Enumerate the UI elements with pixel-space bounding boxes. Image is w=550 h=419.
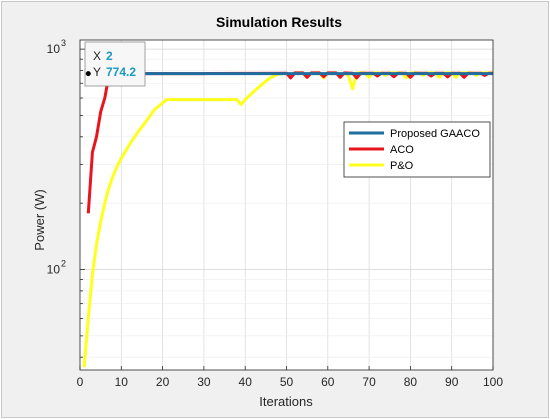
y-tick-label: 10 (47, 263, 61, 277)
legend-label-aco: ACO (390, 144, 414, 156)
x-tick-label: 40 (239, 375, 253, 389)
x-tick-label: 60 (321, 375, 335, 389)
legend[interactable]: Proposed GAACO ACO P&O (343, 121, 491, 178)
x-tick-label: 50 (280, 375, 294, 389)
x-tick-label: 10 (115, 375, 129, 389)
x-tick-label: 90 (445, 375, 459, 389)
x-tick-label: 70 (362, 375, 376, 389)
x-tick-label: 20 (156, 375, 170, 389)
chart-title: Simulation Results (216, 14, 342, 30)
y-tick-label: 10 (47, 42, 61, 56)
y-axis-label: Power (W) (32, 189, 47, 250)
x-tick-label: 30 (197, 375, 211, 389)
x-tick-label: 80 (404, 375, 418, 389)
x-tick-label: 0 (77, 375, 84, 389)
datatip-y-value: 774.2 (106, 65, 136, 79)
datatip-x-label: X (93, 49, 101, 63)
legend-label-proposed-gaaco: Proposed GAACO (390, 128, 480, 140)
datatip[interactable]: X 2Y 774.2 (84, 41, 146, 87)
x-tick-label: 100 (483, 375, 503, 389)
y-tick-exponent: 2 (61, 259, 66, 269)
y-tick-exponent: 3 (61, 38, 66, 48)
datatip-y-label: Y (93, 65, 101, 79)
x-axis-label: Iterations (259, 394, 313, 409)
legend-label-p-o: P&O (390, 160, 414, 172)
datatip-box (84, 41, 146, 87)
datatip-marker[interactable] (85, 71, 91, 77)
datatip-x-value: 2 (106, 49, 113, 63)
